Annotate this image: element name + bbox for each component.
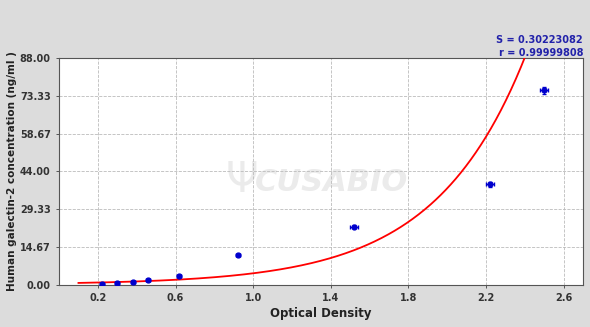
Text: Ψ: Ψ (226, 160, 259, 201)
Text: S = 0.30223082: S = 0.30223082 (496, 35, 583, 44)
X-axis label: Optical Density: Optical Density (270, 307, 372, 320)
Text: CUSABIO: CUSABIO (255, 168, 408, 197)
Y-axis label: Human galectin-2 concentration (ng/ml ): Human galectin-2 concentration (ng/ml ) (7, 51, 17, 291)
Text: r = 0.99999808: r = 0.99999808 (499, 48, 583, 58)
